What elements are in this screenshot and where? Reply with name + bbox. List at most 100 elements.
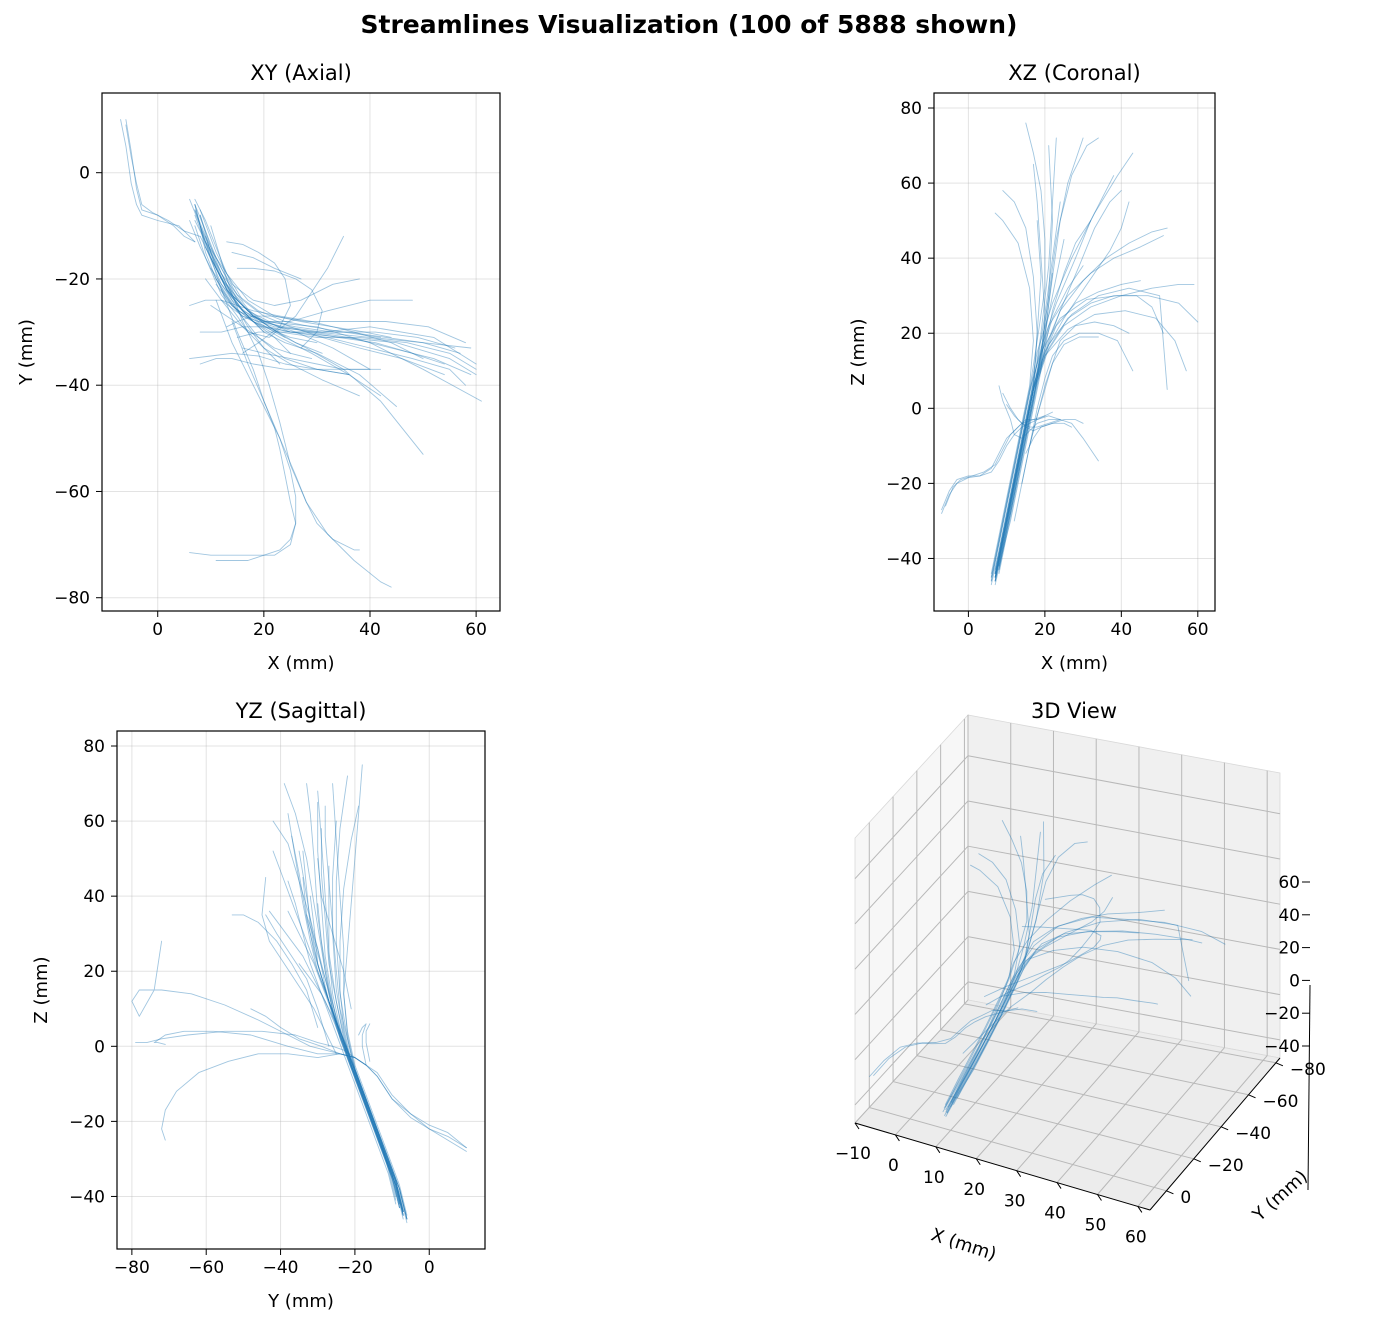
streamline	[317, 858, 352, 1010]
streamline	[328, 865, 400, 1209]
figure-title: Streamlines Visualization (100 of 5888 s…	[360, 10, 1018, 39]
streamline	[194, 214, 413, 322]
gridline-3d	[967, 755, 1281, 815]
plot-frame	[933, 92, 1216, 612]
gridline-3d	[967, 845, 1281, 905]
gridline-3d	[967, 800, 1281, 860]
x-tick-label: −80	[114, 1258, 150, 1278]
streamline	[194, 198, 445, 376]
x-tick-label: 0	[963, 620, 974, 640]
streamline	[962, 938, 1193, 1054]
streamline	[1025, 419, 1084, 454]
y-tick-label: 60	[83, 812, 105, 832]
streamline	[309, 895, 404, 1212]
gridline-3d	[892, 1081, 1194, 1160]
streamline	[302, 850, 404, 1216]
grid	[934, 93, 1215, 611]
streamline	[194, 225, 344, 338]
y-tick-label: −40	[1235, 1124, 1271, 1144]
streamline	[189, 352, 350, 376]
x-tick-label: 60	[465, 620, 487, 640]
streamline	[990, 122, 1046, 578]
x-tick	[1097, 1194, 1102, 1201]
x-tick-label: 10	[923, 1168, 945, 1188]
streamline	[994, 137, 1057, 574]
streamline	[994, 190, 1038, 571]
x-tick-label: −60	[188, 1258, 224, 1278]
streamline	[135, 1030, 467, 1149]
x-axis-line	[854, 1122, 1151, 1211]
axis-ticks: 0 20 40 60 0 −20 −40 −60 −80	[54, 164, 487, 640]
gridline-3d	[1137, 1055, 1268, 1207]
streamline	[210, 305, 313, 360]
y-tick-label: 0	[79, 164, 90, 184]
x-tick	[854, 1122, 860, 1130]
streamline	[215, 289, 297, 561]
streamline	[189, 198, 482, 402]
y-tick-label: −20	[69, 1112, 105, 1132]
streamline	[946, 821, 1045, 1114]
y-tick-label: 0	[1180, 1188, 1191, 1208]
streamline	[125, 124, 201, 237]
streamlines-group	[120, 119, 482, 588]
streamline	[941, 411, 1053, 514]
streamline	[990, 152, 1134, 582]
y-tick-label: −40	[54, 376, 90, 396]
streamline	[998, 287, 1168, 571]
streamline	[343, 764, 408, 1216]
streamline	[226, 315, 392, 338]
x-axis-label: Y (mm)	[267, 1291, 334, 1312]
x-tick-label: 60	[1187, 620, 1209, 640]
streamline	[205, 246, 371, 370]
streamline	[994, 265, 1084, 582]
y-tick-label: 0	[94, 1037, 105, 1057]
y-tick-label: −80	[54, 589, 90, 609]
streamline	[945, 415, 1061, 507]
streamline	[210, 225, 392, 588]
gridline-3d	[854, 999, 969, 1124]
gridline-3d	[964, 1003, 1276, 1064]
streamline	[287, 880, 397, 1205]
streamline	[317, 903, 397, 1201]
x-tick-label: −40	[263, 1258, 299, 1278]
x-tick-label: 40	[359, 620, 381, 640]
axis-ticks: −80 −60 −40 −20 0 80 60 40 20 0 −20 −40	[69, 737, 435, 1278]
z-tick-label: −40	[1264, 1037, 1300, 1057]
streamline	[956, 841, 1088, 1099]
streamline	[990, 212, 1034, 574]
streamline	[994, 235, 1164, 578]
streamline	[332, 820, 404, 1216]
streamline	[945, 909, 1165, 1113]
gridline-3d	[854, 891, 969, 1015]
streamlines-group	[941, 122, 1199, 586]
streamline	[199, 225, 472, 376]
streamline	[990, 201, 1061, 586]
y-tick-label: −60	[54, 482, 90, 502]
3d-panes	[854, 713, 1281, 1211]
streamline	[205, 241, 466, 344]
gridline-3d	[940, 1029, 1249, 1096]
panel-title: XY (Axial)	[250, 61, 352, 85]
x-tick-label: 40	[1111, 620, 1133, 640]
y-tick-label: −60	[1263, 1092, 1299, 1112]
streamline	[215, 278, 350, 376]
streamline	[231, 321, 360, 551]
gridline-3d	[967, 936, 1281, 996]
y-tick	[1166, 1190, 1174, 1195]
x-axis-label: X (mm)	[929, 1224, 999, 1265]
x-tick	[935, 1146, 941, 1154]
gridline-3d	[854, 800, 969, 925]
grid	[102, 93, 500, 611]
streamline	[1002, 392, 1073, 432]
y-tick-label: −20	[1208, 1156, 1244, 1176]
streamline	[161, 1053, 367, 1141]
streamline	[268, 910, 400, 1209]
streamline	[291, 835, 404, 1212]
streamline	[194, 204, 472, 349]
streamline	[951, 831, 1041, 1104]
streamline	[272, 820, 404, 1216]
z-tick-label: 0	[1289, 971, 1300, 991]
streamline	[236, 267, 323, 349]
streamline	[265, 914, 330, 1047]
